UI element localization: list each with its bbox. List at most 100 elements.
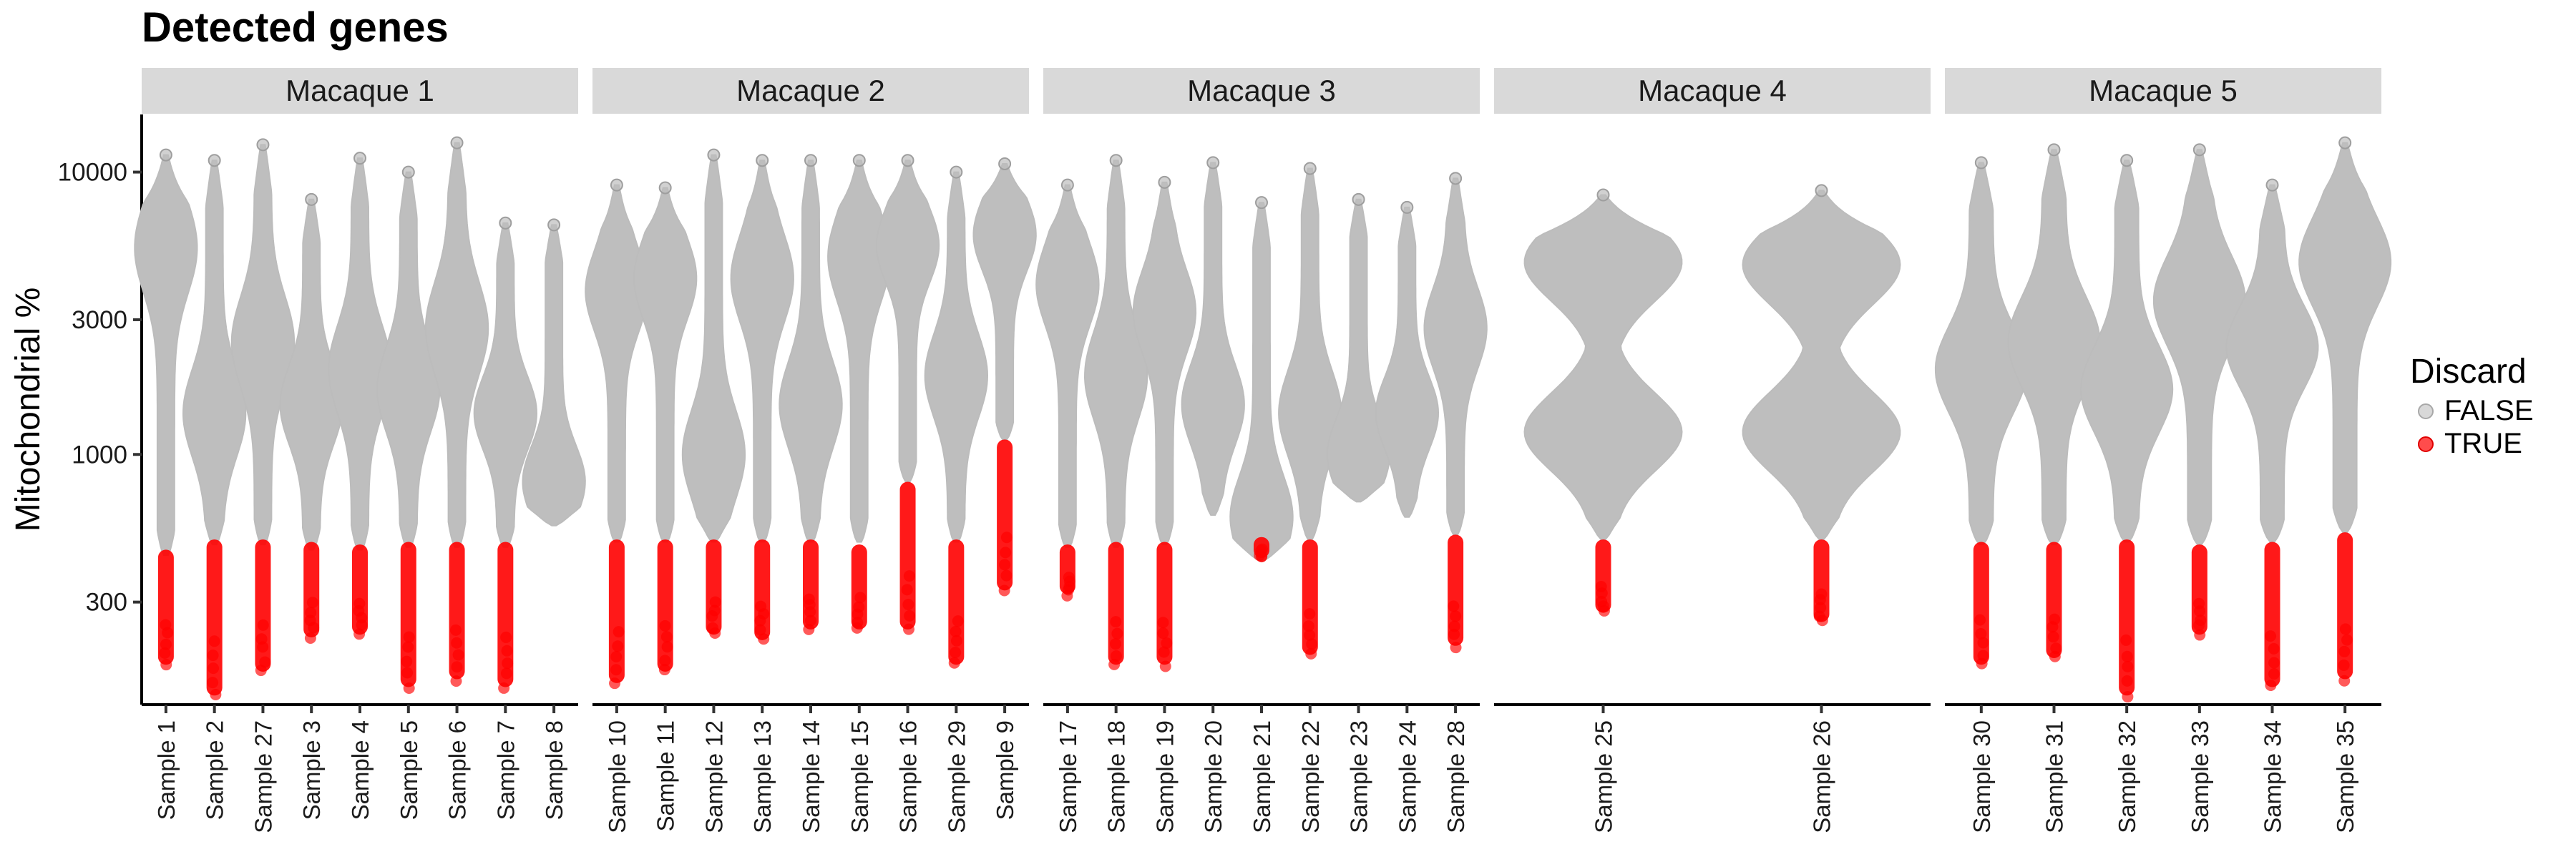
discard-point <box>1157 617 1169 629</box>
discard-point <box>902 623 914 635</box>
violin-body <box>1423 177 1488 536</box>
discard-point <box>659 619 671 632</box>
discard-point <box>402 641 414 653</box>
discard-point <box>207 650 219 662</box>
discard-point <box>403 682 415 695</box>
discard-point <box>210 689 222 701</box>
violin-body <box>1326 198 1391 503</box>
discard-point <box>803 593 815 605</box>
discard-point <box>500 667 512 680</box>
discard-point <box>609 677 621 690</box>
outlier-point <box>998 157 1012 170</box>
discard-point <box>2194 629 2206 641</box>
violin-body <box>779 160 843 543</box>
discard-point <box>612 640 624 652</box>
outlier-point <box>305 192 318 206</box>
discard-point <box>1110 638 1122 650</box>
discard-point <box>2268 657 2280 669</box>
discard-point <box>2341 634 2353 646</box>
violin-body <box>585 184 649 543</box>
violin-body <box>1523 194 1683 541</box>
violin-body <box>230 144 296 546</box>
y-tick-label: 10000 <box>58 159 127 187</box>
discard-point <box>1304 608 1316 620</box>
facet-strip-label: Macaque 1 <box>286 74 434 107</box>
discard-point <box>610 664 623 676</box>
discard-point <box>661 641 673 653</box>
facet-strip-label: Macaque 5 <box>2089 74 2238 107</box>
discard-point <box>2195 614 2207 627</box>
discard-point <box>1161 637 1173 649</box>
x-tick-label: Sample 25 <box>1591 720 1617 833</box>
outlier-point <box>1400 200 1414 214</box>
x-tick-label: Sample 9 <box>992 720 1018 820</box>
outlier-point <box>901 154 914 167</box>
violin-body <box>681 154 746 543</box>
discard-point <box>709 596 721 608</box>
discard-point <box>948 657 960 669</box>
discard-point <box>2265 679 2277 691</box>
discard-point <box>208 635 220 647</box>
discard-point <box>2050 642 2062 655</box>
discard-point <box>450 675 462 687</box>
discard-point <box>452 649 464 661</box>
discard-point <box>1256 543 1268 555</box>
x-tick-label: Sample 6 <box>444 720 471 820</box>
violin-body <box>1278 167 1342 541</box>
discard-point <box>1815 588 1828 600</box>
discard-point <box>904 609 916 622</box>
outlier-point <box>1109 154 1123 167</box>
discard-point <box>353 597 366 609</box>
x-tick-label: Sample 19 <box>1151 720 1178 833</box>
discard-point <box>999 559 1011 571</box>
x-tick-label: Sample 2 <box>202 720 228 820</box>
facet-panel: Macaque 4 Sample 25 Sample 26 <box>1494 68 1931 833</box>
discard-point <box>2121 675 2133 687</box>
discard-point <box>451 637 463 649</box>
violin-body <box>522 224 586 526</box>
discard-point <box>1975 627 1987 640</box>
outlier-point <box>450 136 464 150</box>
discard-point <box>1157 627 1169 640</box>
outlier-point <box>159 148 172 162</box>
discard-point <box>804 614 816 627</box>
facet-strip-label: Macaque 2 <box>736 74 885 107</box>
discard-point <box>902 599 914 611</box>
violin-body <box>633 187 698 543</box>
discard-point <box>1000 569 1013 582</box>
x-tick-label: Sample 29 <box>943 720 970 833</box>
x-tick-label: Sample 4 <box>347 720 374 820</box>
outlier-point <box>1974 156 1988 170</box>
discard-point <box>2047 631 2059 643</box>
discard-point <box>803 623 815 635</box>
facet-strip <box>1494 68 1931 114</box>
x-tick-label: Sample 8 <box>541 720 567 820</box>
outlier-point <box>2120 154 2134 167</box>
discard-point <box>1158 646 1170 658</box>
discard-point <box>160 638 172 650</box>
discard-point <box>903 570 915 582</box>
x-tick-label: Sample 13 <box>749 720 776 833</box>
outlier-point <box>804 154 817 167</box>
chart-title: Detected genes <box>142 4 449 51</box>
discard-point <box>1450 610 1462 622</box>
facet-strip-label: Macaque 3 <box>1187 74 1336 107</box>
discard-point <box>950 625 962 637</box>
discard-point <box>2265 630 2277 642</box>
discard-point <box>160 659 172 671</box>
discard-point <box>159 647 171 659</box>
discard-point <box>2268 642 2280 655</box>
x-tick-label: Sample 20 <box>1200 720 1226 833</box>
outlier-point <box>1352 192 1365 206</box>
violin-body <box>2080 160 2174 543</box>
discard-point <box>1304 629 1316 641</box>
discard-point <box>998 584 1010 597</box>
discard-point <box>901 584 913 596</box>
facet-panel: Macaque 5 Sample 30 Sample 31 Sample 32 Samp… <box>1934 68 2392 833</box>
outlier-point <box>353 152 366 165</box>
x-tick-label: Sample 33 <box>2187 720 2213 833</box>
x-tick-label: Sample 16 <box>895 720 922 833</box>
x-tick-label: Sample 21 <box>1249 720 1275 833</box>
discard-point <box>305 607 317 619</box>
